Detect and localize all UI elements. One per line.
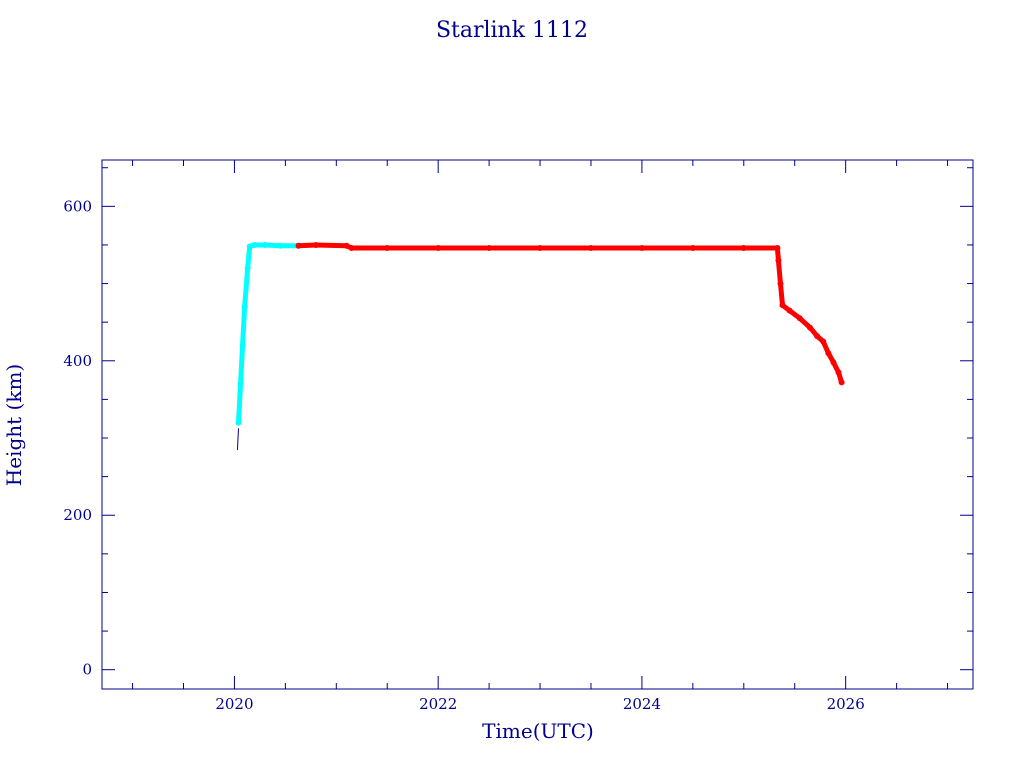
data-point-raise (251, 241, 258, 248)
data-point-operational (312, 241, 319, 248)
series-line-early (236, 428, 240, 451)
data-point-raise (244, 265, 251, 272)
data-point-operational (814, 333, 821, 340)
data-point-operational (830, 359, 837, 366)
y-tick-label: 600 (63, 197, 92, 215)
data-point-raise (241, 303, 248, 310)
data-point-raise (239, 342, 246, 349)
series-line-operational (296, 242, 845, 385)
y-axis-label: Height (km) (2, 364, 26, 486)
data-point-operational (435, 245, 442, 252)
data-point-operational (775, 257, 782, 264)
data-point-operational (537, 245, 544, 252)
data-point-operational (343, 242, 350, 249)
data-point-operational (796, 315, 803, 322)
data-point-operational (587, 245, 594, 252)
data-point-operational (838, 379, 845, 386)
data-point-operational (348, 245, 355, 252)
chart-title: Starlink 1112 (436, 18, 588, 43)
data-point-raise (261, 241, 268, 248)
data-series (235, 241, 845, 451)
data-point-operational (295, 242, 302, 249)
data-point-operational (689, 245, 696, 252)
x-tick-label: 2026 (827, 695, 865, 713)
x-tick-label: 2022 (419, 695, 457, 713)
data-point-operational (384, 245, 391, 252)
data-point-operational (825, 350, 832, 357)
y-tick-label: 400 (63, 352, 92, 370)
series-line-raise (236, 242, 301, 426)
data-point-operational (835, 369, 842, 376)
data-point-operational (786, 307, 793, 314)
plot-frame (101, 159, 974, 690)
data-point-raise (237, 380, 244, 387)
data-point-raise (246, 243, 253, 250)
tick-labels: 2020 2022 2024 2026 0 200 400 600 (63, 197, 864, 713)
y-tick-label: 200 (63, 506, 92, 524)
data-point-operational (740, 245, 747, 252)
data-point-operational (777, 280, 784, 287)
data-point-operational (774, 245, 781, 252)
data-point-operational (807, 324, 814, 331)
x-tick-label: 2024 (623, 695, 661, 713)
x-axis-label: Time(UTC) (482, 719, 594, 743)
data-point-raise (277, 242, 284, 249)
data-point-raise (235, 419, 242, 426)
axis-ticks (102, 160, 973, 689)
data-point-operational (820, 338, 827, 345)
data-point-operational (779, 302, 786, 309)
data-point-operational (486, 245, 493, 252)
data-point-operational (638, 245, 645, 252)
x-tick-label: 2020 (215, 695, 253, 713)
y-tick-label: 0 (82, 661, 92, 679)
